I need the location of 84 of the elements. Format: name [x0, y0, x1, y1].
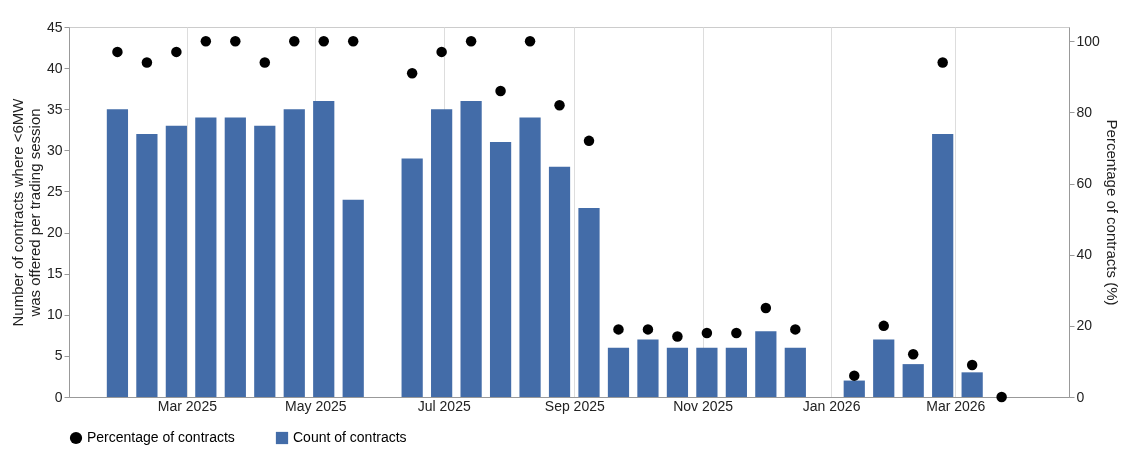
bar [401, 158, 423, 397]
point [642, 324, 654, 335]
point [347, 36, 359, 47]
point [966, 359, 978, 371]
x-tick-label: Jul 2025 [417, 397, 471, 414]
bar [784, 347, 806, 397]
bar [725, 347, 747, 397]
point [318, 36, 329, 47]
bar [165, 125, 187, 397]
y-tick-label: 45 [46, 18, 63, 35]
bar [873, 339, 895, 397]
bar [843, 380, 865, 397]
bar [195, 117, 217, 397]
y2-tick-label: 60 [1076, 175, 1093, 192]
point [672, 331, 683, 342]
bar [755, 331, 777, 397]
x-tick-label: Nov 2025 [673, 397, 734, 414]
bar [489, 142, 512, 397]
point [613, 324, 624, 335]
y2-tick-label: 40 [1076, 246, 1093, 263]
bar [666, 347, 689, 397]
y-axis-title: Number of contracts where <6MW was offered per trading session [8, 97, 43, 327]
y2-tick-label: 20 [1076, 317, 1093, 334]
bar [313, 101, 335, 397]
x-tick-label: Mar 2025 [157, 397, 218, 414]
point [230, 36, 241, 47]
point [996, 391, 1007, 403]
bar [342, 199, 364, 397]
bar [607, 347, 630, 397]
bar [902, 364, 924, 397]
bar [519, 117, 541, 397]
bar [254, 125, 276, 397]
bar [932, 133, 954, 397]
bar [460, 101, 482, 397]
y-tick-label: 0 [54, 388, 63, 405]
y-tick-label: 30 [46, 141, 63, 158]
bar [224, 117, 246, 397]
point [406, 68, 418, 79]
x-tick-label: May 2025 [285, 397, 347, 414]
point [524, 36, 536, 47]
point [583, 135, 595, 147]
bar [637, 339, 659, 397]
y2-tick-label: 80 [1076, 103, 1093, 120]
point [790, 324, 801, 335]
bar [431, 109, 453, 397]
point [849, 370, 860, 381]
x-tick-label: Jan 2026 [802, 397, 861, 414]
point [289, 36, 300, 47]
point [937, 57, 948, 68]
bar [136, 133, 158, 397]
x-tick-label: Mar 2026 [926, 397, 986, 414]
point [200, 36, 212, 47]
point [495, 85, 506, 97]
bar [283, 109, 305, 397]
x-tick-label: Sep 2025 [544, 397, 605, 414]
y2-axis-title: Percentage of contracts (%) [1103, 119, 1121, 306]
legend-label: Count of contracts [293, 429, 407, 445]
y2-tick-label: 0 [1076, 388, 1085, 405]
y-tick-label: 35 [46, 100, 63, 117]
point [701, 327, 713, 339]
point [112, 46, 123, 58]
point [907, 349, 919, 360]
point [554, 100, 565, 111]
y-tick-label: 25 [46, 182, 63, 199]
point [878, 320, 889, 332]
y-tick-label: 20 [46, 224, 63, 241]
point [731, 327, 742, 339]
bar [548, 166, 571, 397]
bar [106, 109, 129, 397]
y-tick-label: 5 [54, 347, 63, 364]
point [141, 57, 153, 68]
point [436, 46, 447, 58]
bar [961, 372, 983, 397]
legend-label: Percentage of contracts [87, 429, 235, 445]
point [760, 302, 772, 314]
y2-tick-label: 100 [1076, 32, 1101, 49]
point [259, 57, 271, 68]
bar [696, 347, 718, 397]
point [465, 36, 477, 47]
point [171, 46, 182, 58]
y-tick-label: 15 [46, 265, 63, 282]
y-tick-label: 10 [46, 306, 63, 323]
y-tick-label: 40 [46, 59, 63, 76]
bar [578, 207, 600, 397]
